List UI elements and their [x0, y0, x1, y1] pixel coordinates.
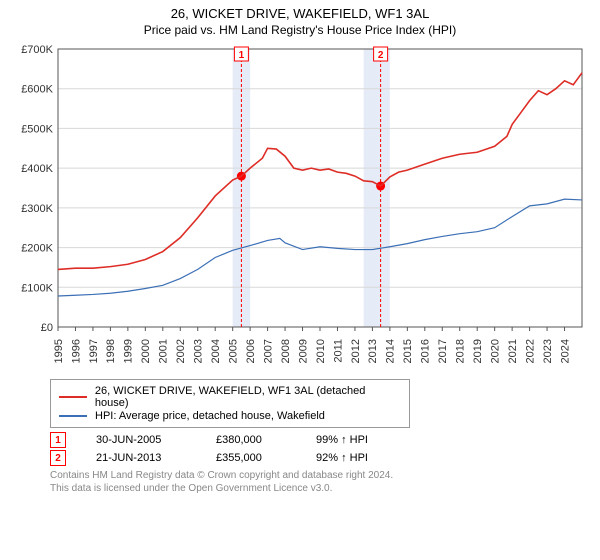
- svg-text:£100K: £100K: [21, 282, 53, 294]
- legend-label: 26, WICKET DRIVE, WAKEFIELD, WF1 3AL (de…: [95, 385, 401, 409]
- svg-text:1998: 1998: [105, 339, 117, 363]
- svg-text:2015: 2015: [402, 339, 414, 363]
- svg-text:2003: 2003: [193, 339, 205, 363]
- sale-price: £355,000: [216, 452, 286, 464]
- svg-text:1999: 1999: [123, 339, 135, 363]
- chart-title: 26, WICKET DRIVE, WAKEFIELD, WF1 3AL: [10, 6, 590, 21]
- svg-text:2006: 2006: [245, 339, 257, 363]
- svg-text:£500K: £500K: [21, 123, 53, 135]
- attribution: Contains HM Land Registry data © Crown c…: [50, 470, 590, 495]
- svg-text:2005: 2005: [228, 339, 240, 363]
- legend-swatch: [59, 415, 87, 417]
- svg-text:2012: 2012: [350, 339, 362, 363]
- svg-text:2016: 2016: [420, 339, 432, 363]
- chart-svg: £0 £100K £200K £300K £400K £500K £600K £700K 199…: [10, 43, 590, 373]
- svg-text:£200K: £200K: [21, 243, 53, 255]
- svg-text:2011: 2011: [332, 339, 344, 363]
- svg-text:2008: 2008: [280, 339, 292, 363]
- sale-row: 1 30-JUN-2005 £380,000 99% ↑ HPI: [50, 432, 590, 448]
- chart-plot-area: £0 £100K £200K £300K £400K £500K £600K £700K 199…: [10, 43, 590, 373]
- svg-text:2023: 2023: [542, 339, 554, 363]
- legend-item: HPI: Average price, detached house, Wake…: [59, 410, 401, 422]
- svg-text:2013: 2013: [367, 339, 379, 363]
- svg-text:£700K: £700K: [21, 44, 53, 56]
- svg-text:2017: 2017: [437, 339, 449, 363]
- svg-text:2024: 2024: [559, 339, 571, 363]
- svg-text:2022: 2022: [524, 339, 536, 363]
- legend-item: 26, WICKET DRIVE, WAKEFIELD, WF1 3AL (de…: [59, 385, 401, 409]
- svg-text:£400K: £400K: [21, 163, 53, 175]
- sale-hpi: 99% ↑ HPI: [316, 434, 406, 446]
- svg-text:2010: 2010: [315, 339, 327, 363]
- svg-text:1997: 1997: [88, 339, 100, 363]
- sale-date: 21-JUN-2013: [96, 452, 186, 464]
- svg-text:2009: 2009: [297, 339, 309, 363]
- svg-text:2014: 2014: [385, 339, 397, 363]
- svg-text:1995: 1995: [53, 339, 65, 363]
- sale-row: 2 21-JUN-2013 £355,000 92% ↑ HPI: [50, 450, 590, 466]
- legend-swatch: [59, 396, 87, 398]
- svg-text:2018: 2018: [455, 339, 467, 363]
- svg-text:2: 2: [378, 50, 384, 61]
- svg-text:1: 1: [239, 50, 245, 61]
- attribution-line2: This data is licensed under the Open Gov…: [50, 483, 590, 496]
- legend: 26, WICKET DRIVE, WAKEFIELD, WF1 3AL (de…: [50, 379, 410, 428]
- legend-label: HPI: Average price, detached house, Wake…: [95, 410, 325, 422]
- svg-text:1996: 1996: [70, 339, 82, 363]
- svg-text:2007: 2007: [262, 339, 274, 363]
- sale-events: 1 30-JUN-2005 £380,000 99% ↑ HPI 2 21-JUN-201…: [50, 432, 590, 466]
- svg-text:2020: 2020: [490, 339, 502, 363]
- sale-date: 30-JUN-2005: [96, 434, 186, 446]
- sale-marker: 1: [50, 432, 66, 448]
- svg-text:£300K: £300K: [21, 203, 53, 215]
- sale-marker: 2: [50, 450, 66, 466]
- svg-text:£0: £0: [41, 322, 53, 334]
- sale-hpi: 92% ↑ HPI: [316, 452, 406, 464]
- svg-text:2021: 2021: [507, 339, 519, 363]
- svg-text:2001: 2001: [158, 339, 170, 363]
- svg-text:2019: 2019: [472, 339, 484, 363]
- svg-text:2004: 2004: [210, 339, 222, 363]
- chart-container: 26, WICKET DRIVE, WAKEFIELD, WF1 3AL Pri…: [0, 0, 600, 501]
- attribution-line1: Contains HM Land Registry data © Crown c…: [50, 470, 590, 483]
- svg-text:2000: 2000: [140, 339, 152, 363]
- sale-price: £380,000: [216, 434, 286, 446]
- svg-text:£600K: £600K: [21, 84, 53, 96]
- chart-subtitle: Price paid vs. HM Land Registry's House …: [10, 23, 590, 37]
- svg-text:2002: 2002: [175, 339, 187, 363]
